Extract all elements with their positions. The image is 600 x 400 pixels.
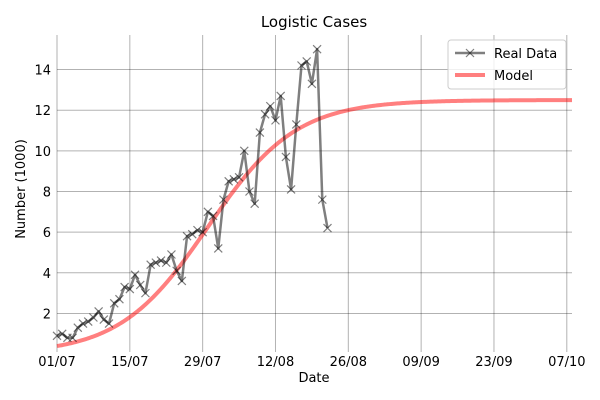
data-point-marker — [73, 323, 83, 333]
legend: Real Data Model — [447, 39, 567, 90]
x-tick-label: 12/08 — [257, 355, 294, 370]
data-point-marker — [291, 120, 301, 129]
data-point-marker — [198, 227, 208, 237]
data-point-marker — [250, 199, 260, 209]
data-point-marker — [52, 331, 62, 341]
data-point-marker — [130, 270, 140, 280]
y-tick-label: 12 — [34, 104, 51, 119]
legend-marker-real-data — [465, 48, 475, 58]
data-point-marker — [78, 319, 88, 329]
data-point-marker — [99, 315, 109, 324]
x-tick-label: 26/08 — [330, 355, 367, 370]
x-tick-label: 15/07 — [111, 355, 148, 370]
x-tick-label: 23/09 — [475, 355, 512, 370]
data-point-marker — [182, 231, 192, 241]
y-tick-label: 14 — [34, 64, 51, 79]
data-point-marker — [135, 280, 145, 290]
data-point-marker — [260, 109, 270, 119]
data-point-marker — [245, 187, 254, 196]
x-axis-label: Date — [298, 371, 329, 386]
data-point-marker — [213, 243, 223, 253]
data-point-marker — [141, 288, 150, 298]
data-point-marker — [307, 79, 317, 89]
data-point-marker — [172, 266, 182, 276]
data-point-marker — [68, 333, 78, 343]
data-point-marker — [177, 276, 187, 286]
y-tick-label: 10 — [34, 145, 51, 160]
data-point-marker — [187, 229, 197, 239]
data-point-marker — [88, 313, 98, 322]
data-point-marker — [229, 174, 239, 184]
data-point-marker — [125, 284, 135, 294]
data-point-marker — [312, 44, 322, 54]
y-tick-label: 6 — [43, 226, 51, 241]
data-point-marker — [151, 258, 161, 268]
series-model-line — [56, 98, 573, 349]
data-point-marker — [203, 207, 213, 217]
data-point-marker — [161, 258, 171, 268]
x-tick-label: 29/07 — [184, 355, 221, 370]
y-tick-label: 8 — [43, 186, 51, 201]
data-point-marker — [224, 176, 234, 186]
data-point-marker — [94, 306, 104, 316]
series-layer — [52, 44, 573, 349]
y-axis-label: Number (1000) — [14, 139, 29, 239]
data-point-marker — [193, 225, 202, 235]
data-point-marker — [271, 115, 280, 125]
series-real-data-markers — [52, 44, 332, 343]
y-tick-label: 2 — [43, 307, 51, 322]
data-point-marker — [239, 146, 249, 156]
data-point-marker — [83, 317, 93, 327]
data-point-marker — [302, 56, 312, 66]
data-point-marker — [265, 101, 275, 111]
data-point-marker — [234, 172, 244, 182]
legend-label-model: Model — [494, 69, 533, 84]
ticks: 01/07 15/07 29/07 12/08 26/08 09/09 23/09 07/10… — [34, 64, 585, 370]
x-tick-label: 01/07 — [38, 355, 75, 370]
legend-x-marker — [465, 48, 475, 58]
data-point-marker — [104, 319, 114, 329]
data-point-marker — [276, 91, 286, 101]
data-point-marker — [219, 195, 228, 205]
data-point-marker — [323, 223, 332, 233]
legend-label-real-data: Real Data — [494, 47, 557, 62]
x-tick-label: 07/10 — [548, 355, 585, 370]
data-point-marker — [208, 211, 218, 221]
data-point-marker — [317, 195, 327, 205]
chart-title: Logistic Cases — [261, 13, 368, 31]
data-point-marker — [120, 282, 130, 292]
y-tick-label: 4 — [43, 267, 51, 282]
data-point-marker — [57, 329, 67, 339]
data-point-marker — [255, 128, 265, 137]
data-point-marker — [114, 294, 124, 304]
data-point-marker — [281, 152, 291, 162]
data-point-marker — [167, 250, 176, 259]
x-tick-label: 09/09 — [402, 355, 439, 370]
data-point-marker — [286, 185, 296, 194]
data-point-marker — [109, 298, 119, 308]
data-point-marker — [146, 260, 156, 270]
data-point-marker — [297, 61, 306, 70]
data-point-marker — [156, 256, 166, 266]
